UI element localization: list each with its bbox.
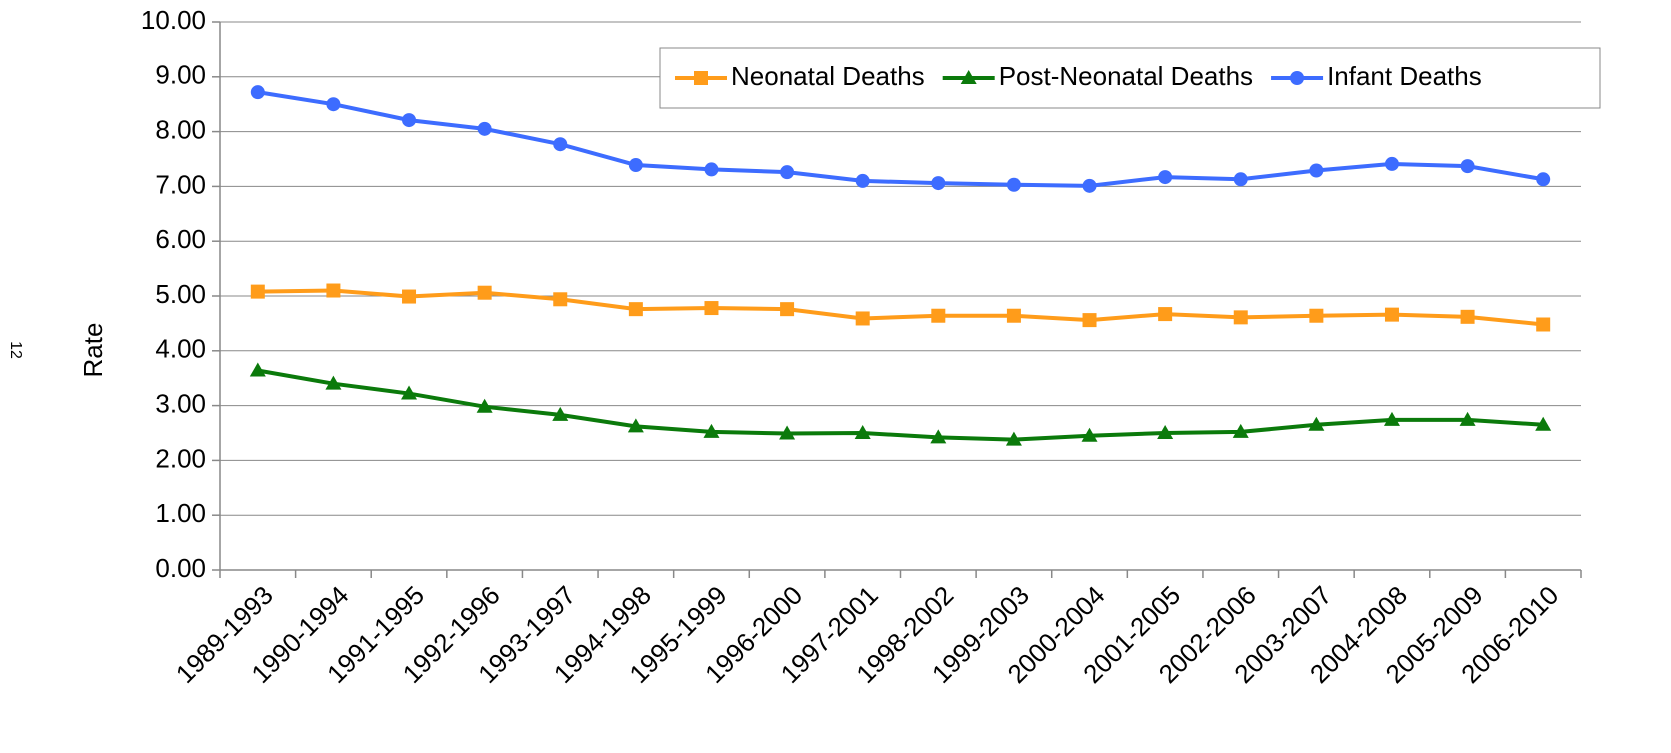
marker bbox=[1535, 416, 1552, 431]
marker bbox=[704, 301, 719, 316]
marker bbox=[854, 425, 871, 439]
y-axis-label: Rate bbox=[78, 323, 108, 378]
marker bbox=[694, 71, 708, 85]
marker bbox=[1082, 178, 1097, 193]
marker bbox=[1308, 416, 1325, 431]
marker bbox=[1536, 172, 1551, 187]
marker bbox=[780, 302, 795, 317]
marker bbox=[402, 113, 417, 128]
y-tick-label: 5.00 bbox=[155, 279, 206, 309]
marker bbox=[704, 162, 719, 177]
y-tick-label: 2.00 bbox=[155, 443, 206, 473]
series bbox=[250, 85, 1551, 193]
marker bbox=[931, 176, 946, 191]
marker bbox=[553, 137, 568, 152]
marker bbox=[1384, 156, 1399, 171]
marker bbox=[1233, 310, 1248, 325]
marker bbox=[402, 289, 417, 304]
y-tick-label: 1.00 bbox=[155, 498, 206, 528]
legend-box bbox=[659, 47, 1601, 109]
marker bbox=[1158, 170, 1173, 185]
y-tick-label: 10.00 bbox=[141, 5, 206, 35]
marker bbox=[1384, 307, 1399, 322]
marker bbox=[1290, 71, 1305, 85]
marker bbox=[1309, 163, 1324, 178]
marker bbox=[1309, 308, 1324, 323]
marker bbox=[326, 283, 341, 298]
y-tick-label: 0.00 bbox=[155, 553, 206, 583]
series-line bbox=[257, 368, 1544, 442]
page-number: 12 bbox=[7, 341, 24, 359]
y-tick-label: 9.00 bbox=[155, 60, 206, 90]
marker bbox=[628, 302, 643, 317]
marker bbox=[855, 311, 870, 326]
marker bbox=[703, 423, 720, 438]
y-tick-label: 7.00 bbox=[155, 169, 206, 199]
marker bbox=[1005, 431, 1022, 446]
marker bbox=[855, 173, 870, 188]
marker bbox=[1082, 313, 1097, 328]
marker bbox=[1081, 427, 1098, 442]
marker bbox=[1006, 177, 1021, 192]
legend-label: Infant Deaths bbox=[1327, 61, 1482, 91]
marker bbox=[931, 308, 946, 323]
marker bbox=[401, 385, 418, 400]
y-tick-label: 8.00 bbox=[155, 114, 206, 144]
marker bbox=[1233, 172, 1248, 187]
marker bbox=[1383, 411, 1400, 426]
marker bbox=[1232, 423, 1249, 438]
legend-label: Post-Neonatal Deaths bbox=[999, 61, 1253, 91]
series bbox=[249, 362, 1552, 446]
marker bbox=[779, 425, 796, 440]
marker bbox=[553, 292, 568, 307]
marker bbox=[960, 70, 977, 84]
y-tick-label: 6.00 bbox=[155, 224, 206, 254]
marker bbox=[780, 165, 795, 180]
marker bbox=[326, 97, 341, 112]
marker bbox=[325, 375, 342, 390]
series bbox=[250, 283, 1551, 332]
marker bbox=[930, 429, 947, 444]
marker bbox=[477, 285, 492, 300]
legend-label: Neonatal Deaths bbox=[731, 61, 925, 91]
marker bbox=[1460, 309, 1475, 324]
legend: Neonatal Deaths Post-Neonatal Deaths Infan… bbox=[659, 47, 1601, 109]
marker bbox=[249, 362, 266, 377]
y-tick-label: 4.00 bbox=[155, 334, 206, 364]
y-tick-label: 3.00 bbox=[155, 388, 206, 418]
marker bbox=[1536, 317, 1551, 332]
marker bbox=[1459, 411, 1476, 426]
marker bbox=[1157, 425, 1174, 439]
marker bbox=[1460, 159, 1475, 174]
marker bbox=[628, 158, 643, 173]
series-line bbox=[257, 90, 1544, 188]
marker bbox=[250, 85, 265, 100]
marker bbox=[1158, 307, 1173, 322]
marker bbox=[250, 284, 265, 299]
marker bbox=[627, 418, 644, 433]
marker bbox=[552, 406, 569, 421]
marker bbox=[476, 398, 493, 413]
marker bbox=[477, 121, 492, 136]
marker bbox=[1006, 308, 1021, 323]
series-line bbox=[257, 288, 1544, 327]
